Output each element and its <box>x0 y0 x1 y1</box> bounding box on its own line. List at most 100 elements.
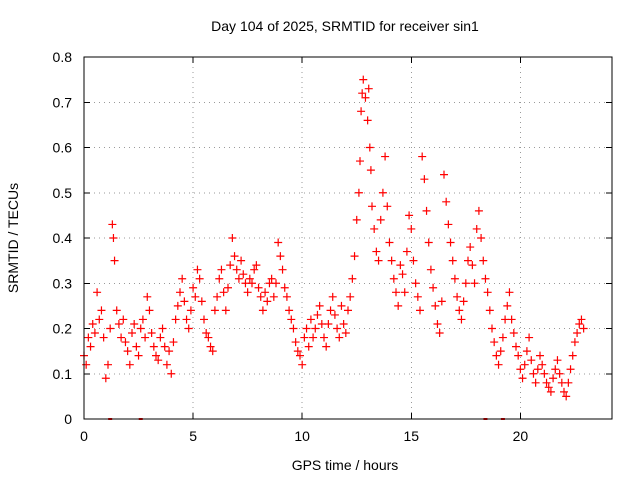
data-point <box>527 356 536 365</box>
data-point <box>328 292 337 301</box>
data-point <box>356 157 364 166</box>
plus-marker <box>97 306 106 315</box>
data-point <box>191 292 200 301</box>
data-point <box>306 315 315 324</box>
data-point <box>381 152 390 161</box>
plus-marker <box>358 89 367 98</box>
data-point <box>291 338 300 347</box>
data-point <box>507 315 516 324</box>
data-point <box>184 324 193 333</box>
x-tick-label: 0 <box>80 428 88 444</box>
plus-marker <box>152 351 160 360</box>
data-point <box>483 288 492 297</box>
data-point <box>276 252 285 261</box>
data-point <box>272 279 280 288</box>
plus-marker <box>272 279 280 288</box>
x-axis-label: GPS time / hours <box>292 457 399 473</box>
plus-marker <box>230 252 239 261</box>
plus-marker <box>93 288 102 297</box>
data-point <box>536 351 544 360</box>
plus-marker <box>138 315 147 324</box>
data-point <box>546 387 555 396</box>
plus-marker <box>575 319 584 328</box>
data-point <box>101 374 110 383</box>
data-point <box>538 360 547 369</box>
data-point <box>337 301 346 310</box>
plus-marker <box>533 365 542 374</box>
data-point <box>437 297 446 306</box>
plus-marker <box>402 247 411 256</box>
data-point <box>95 315 104 324</box>
plus-marker <box>232 265 241 274</box>
plus-marker <box>162 360 171 369</box>
plus-marker <box>245 274 254 283</box>
plus-marker <box>422 206 431 215</box>
data-point <box>93 288 102 297</box>
plus-marker <box>483 288 492 297</box>
plus-marker <box>544 383 553 392</box>
plus-marker <box>145 306 154 315</box>
chart-title: Day 104 of 2025, SRMTID for receiver sin… <box>211 18 479 34</box>
plus-marker <box>464 256 472 265</box>
data-point <box>176 288 184 297</box>
data-point <box>197 297 206 306</box>
data-point <box>357 107 366 116</box>
plus-marker <box>440 170 448 179</box>
data-point <box>128 329 136 338</box>
plus-marker <box>191 292 200 301</box>
data-point <box>394 301 403 310</box>
x-tick-label: 20 <box>513 428 529 444</box>
plus-marker <box>252 261 261 270</box>
plus-marker <box>536 351 544 360</box>
data-point <box>339 319 348 328</box>
data-point <box>522 347 531 356</box>
data-point <box>542 378 551 387</box>
data-point <box>285 306 294 315</box>
data-point <box>108 220 117 229</box>
plus-marker <box>400 288 409 297</box>
data-point <box>551 365 560 374</box>
data-point <box>398 270 407 279</box>
data-point <box>405 211 414 220</box>
data-point <box>324 319 333 328</box>
plus-marker <box>302 324 311 333</box>
plus-marker <box>228 234 237 242</box>
plus-marker <box>267 274 276 283</box>
data-point <box>296 351 304 360</box>
data-point <box>396 261 405 270</box>
data-point <box>509 329 518 338</box>
plus-marker <box>339 319 348 328</box>
data-point <box>106 324 115 333</box>
plus-marker <box>520 360 529 369</box>
data-point <box>278 265 287 274</box>
plus-marker <box>370 224 379 233</box>
data-point <box>492 351 501 360</box>
data-point <box>387 256 396 265</box>
data-point <box>147 329 156 338</box>
plus-marker <box>287 315 296 324</box>
data-point <box>326 306 335 315</box>
data-point <box>143 292 152 301</box>
plus-marker <box>579 324 588 333</box>
data-point <box>407 224 416 233</box>
plus-marker <box>459 297 468 306</box>
data-point <box>206 342 215 351</box>
plus-marker <box>250 265 259 274</box>
data-point <box>365 143 374 152</box>
data-point <box>472 224 481 233</box>
plus-marker <box>416 306 424 315</box>
data-point <box>254 283 263 292</box>
data-point <box>215 274 224 283</box>
data-point <box>533 365 542 374</box>
data-point <box>479 256 488 265</box>
x-tick-label: 5 <box>189 428 197 444</box>
data-point <box>300 333 309 342</box>
data-point <box>289 324 298 333</box>
data-point <box>433 319 442 328</box>
plus-marker <box>546 387 555 396</box>
plus-marker <box>306 315 315 324</box>
data-point <box>540 369 549 378</box>
y-tick-label: 0.7 <box>53 94 73 110</box>
data-point <box>503 301 512 310</box>
